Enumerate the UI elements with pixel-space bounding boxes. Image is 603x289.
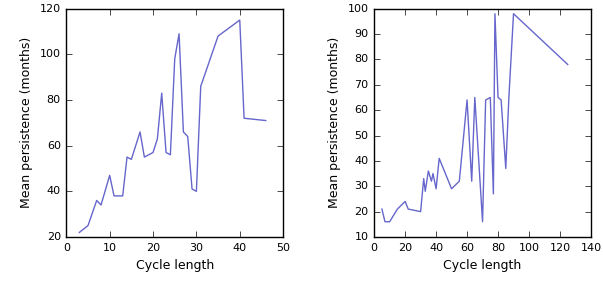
Y-axis label: Mean persistence (months): Mean persistence (months) [20, 37, 33, 208]
Y-axis label: Mean persistence (months): Mean persistence (months) [327, 37, 341, 208]
X-axis label: Cycle length: Cycle length [443, 260, 522, 273]
X-axis label: Cycle length: Cycle length [136, 260, 214, 273]
